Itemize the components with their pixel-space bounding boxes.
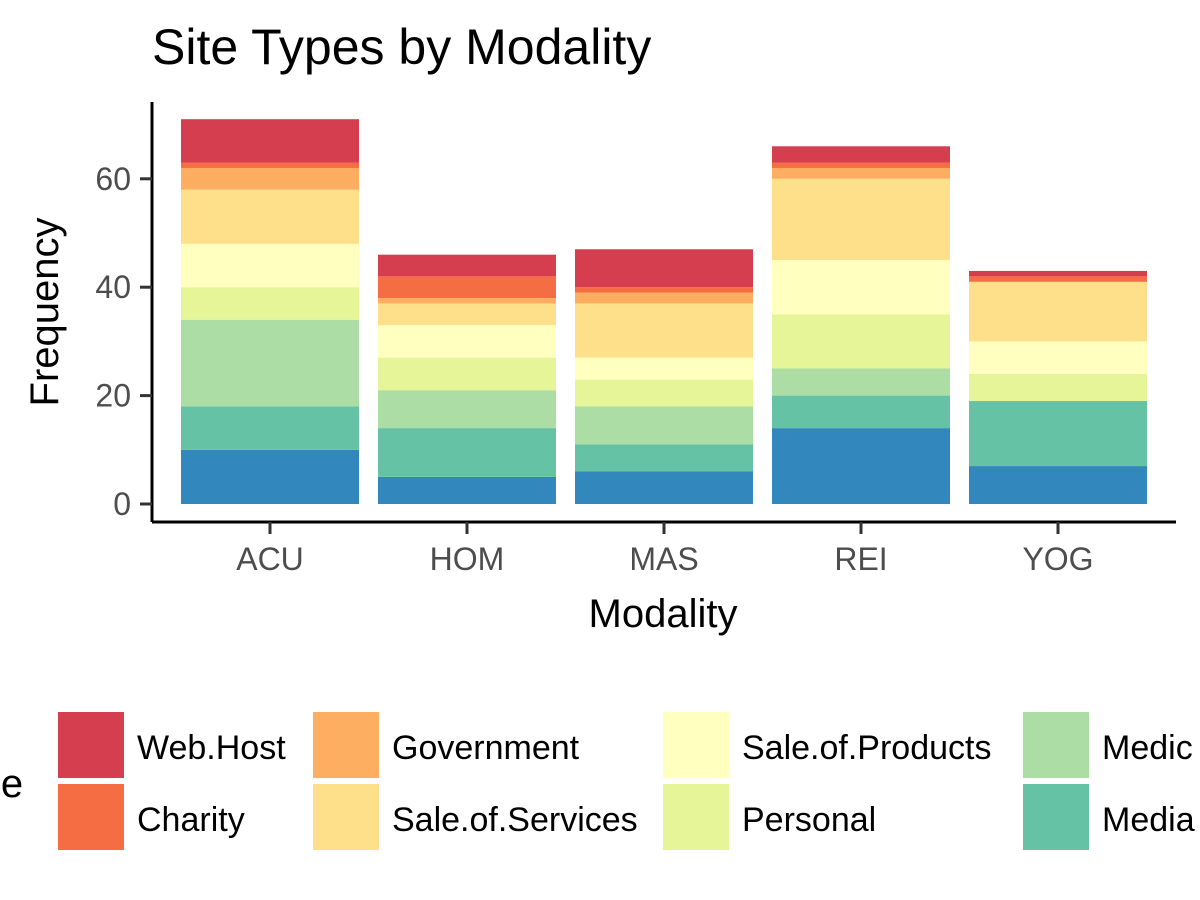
bar-segment-mas-5 [575,303,753,358]
bar-segment-hom-1 [378,428,556,477]
legend-swatch-medic [1023,712,1089,778]
bar-segment-acu-8 [181,119,359,163]
legend-swatch-web-host [58,712,124,778]
chart-title: Site Types by Modality [152,19,651,75]
bar-segment-acu-1 [181,406,359,450]
legend-title: le [0,762,23,806]
y-tick-label: 40 [95,269,131,305]
x-tick-label: ACU [236,541,304,577]
bar-segment-acu-5 [181,189,359,244]
bar-segment-mas-0 [575,471,753,504]
bar-segment-hom-6 [378,298,556,304]
legend-swatch-charity [58,784,124,850]
x-tick-label: MAS [629,541,698,577]
bar-segment-rei-1 [772,395,950,429]
bar-segment-hom-8 [378,254,556,277]
bar-segment-rei-2 [772,368,950,396]
y-tick-label: 60 [95,161,131,197]
bar-segment-yog-1 [969,401,1147,467]
bar-segment-yog-0 [969,466,1147,504]
legend-label-personal: Personal [742,801,876,839]
bar-segment-rei-4 [772,260,950,315]
bar-segment-rei-6 [772,167,950,179]
bar-segment-yog-8 [969,270,1147,277]
x-tick-label: HOM [430,541,505,577]
bar-segment-mas-3 [575,379,753,407]
bar-segment-mas-6 [575,292,753,304]
legend-label-medic: Medic [1102,729,1193,767]
bar-segment-mas-8 [575,249,753,288]
legend-swatch-sale-of-products [663,712,729,778]
y-axis-title: Frequency [23,218,67,407]
bar-segment-rei-5 [772,178,950,261]
x-ticks-group: ACU HOM MAS REI YOG [236,522,1094,577]
y-ticks-group: 0 20 40 60 [95,161,152,522]
bar-segment-mas-2 [575,406,753,445]
legend-label-web-host: Web.Host [137,729,286,767]
bar-segment-acu-0 [181,449,359,504]
bar-segment-acu-2 [181,319,359,407]
bar-segment-hom-7 [378,276,556,299]
bar-segment-hom-3 [378,357,556,391]
bar-segment-mas-4 [575,357,753,380]
bar-segment-mas-7 [575,287,753,293]
legend-label-media: Media [1102,801,1195,839]
legend-group: Web.Host Charity Government Sale.of.Service… [58,712,1195,850]
bar-segment-yog-5 [969,281,1147,342]
legend-swatch-media [1023,784,1089,850]
legend-label-sale-of-products: Sale.of.Products [742,729,991,767]
bars-group [181,119,1147,504]
bar-segment-rei-0 [772,428,950,504]
x-axis-title: Modality [589,592,738,636]
bar-segment-hom-5 [378,303,556,326]
bar-segment-acu-6 [181,167,359,190]
x-tick-label: YOG [1022,541,1093,577]
bar-segment-acu-3 [181,287,359,320]
bar-segment-rei-8 [772,146,950,163]
bar-segment-hom-4 [378,325,556,358]
legend-swatch-sale-of-services [313,784,379,850]
y-tick-label: 0 [113,486,131,522]
legend-label-charity: Charity [137,801,245,839]
legend-label-sale-of-services: Sale.of.Services [392,801,638,839]
legend-swatch-personal [663,784,729,850]
bar-segment-acu-7 [181,162,359,168]
bar-segment-yog-3 [969,373,1147,402]
bar-segment-rei-7 [772,162,950,168]
bar-segment-yog-7 [969,276,1147,282]
bar-segment-hom-2 [378,390,556,429]
bar-segment-rei-3 [772,314,950,369]
bar-segment-hom-0 [378,476,556,504]
x-tick-label: REI [834,541,887,577]
bar-segment-mas-1 [575,444,753,472]
bar-segment-acu-4 [181,243,359,288]
legend-swatch-government [313,712,379,778]
bar-segment-yog-4 [969,341,1147,374]
legend-label-government: Government [392,729,580,767]
y-tick-label: 20 [95,378,131,414]
